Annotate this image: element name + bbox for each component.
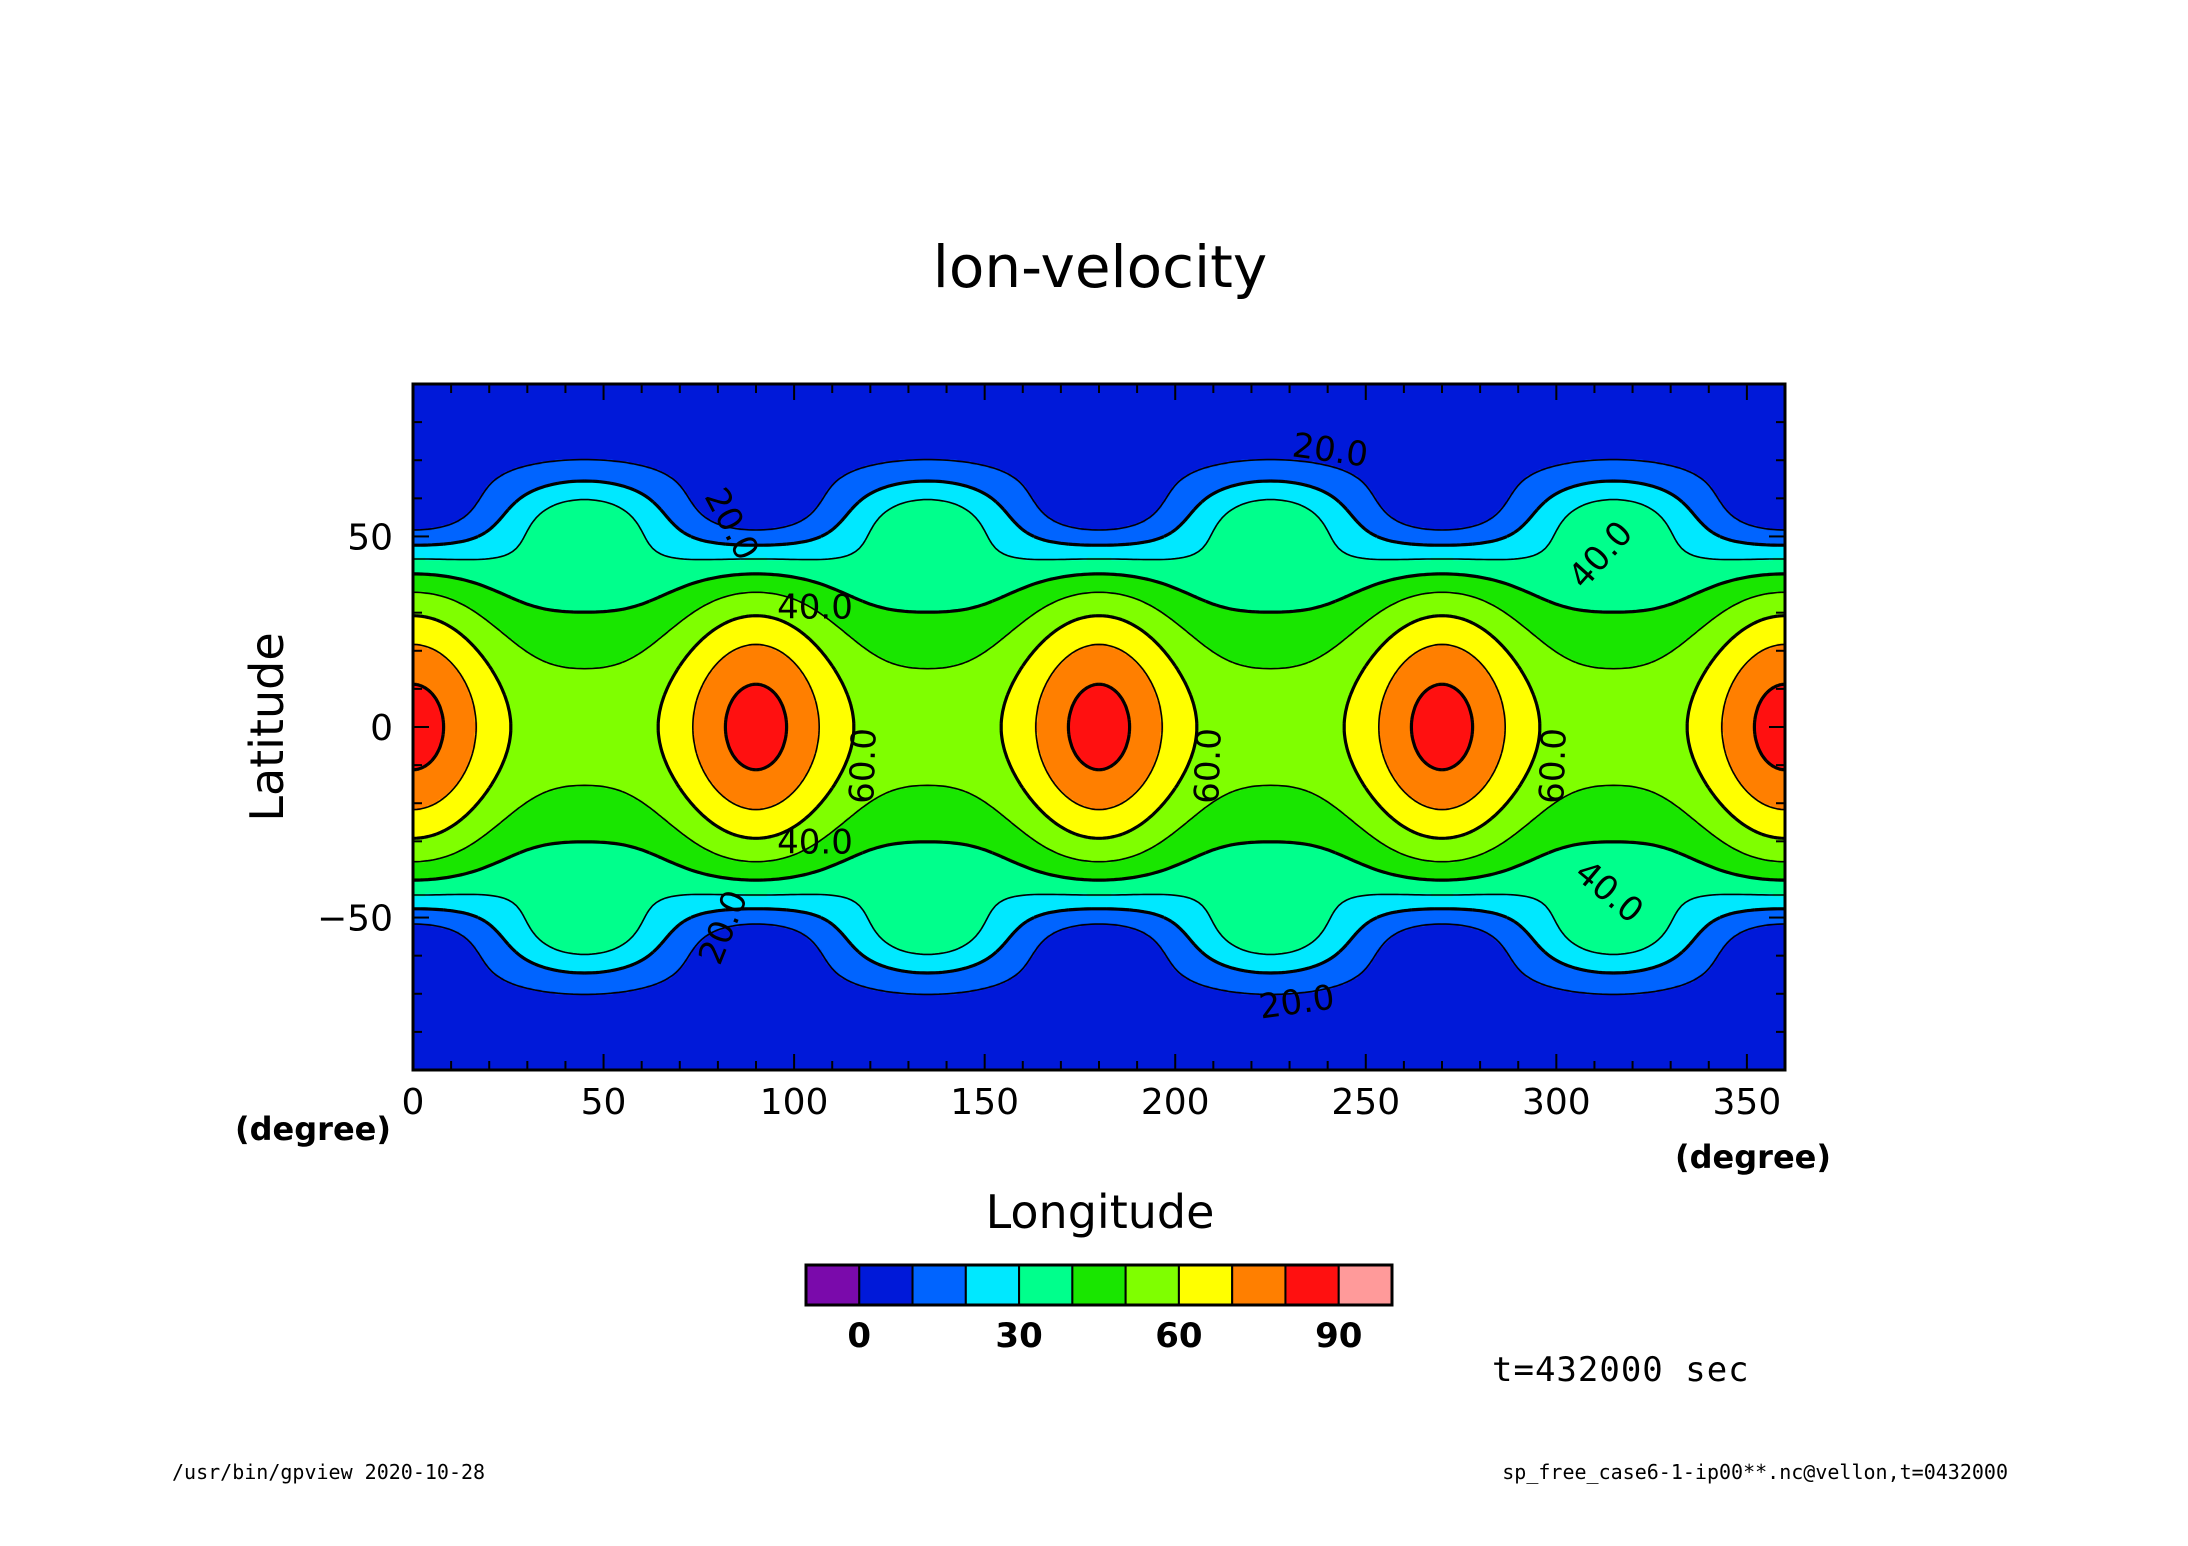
x-tick-label: 0 bbox=[402, 1082, 425, 1123]
contour-label: 60.0 bbox=[842, 727, 885, 804]
y-axis: −50 0 50 bbox=[317, 383, 1785, 1071]
contour-line bbox=[413, 614, 1785, 840]
x-tick-label: 350 bbox=[1713, 1082, 1782, 1123]
colorbar-swatch bbox=[858, 1264, 914, 1306]
colorbar-swatch bbox=[1337, 1264, 1394, 1306]
colorbar-frame bbox=[804, 1263, 1394, 1307]
contour-line bbox=[413, 643, 1785, 811]
y-tick-label: 50 bbox=[347, 517, 393, 558]
x-tick-label: 300 bbox=[1522, 1082, 1591, 1123]
contour-label: 40.0 bbox=[777, 823, 853, 863]
x-tick-label: 50 bbox=[581, 1082, 627, 1123]
x-axis: 0 50 100 150 200 250 300 350 bbox=[402, 384, 1786, 1123]
x-tick-label: 150 bbox=[950, 1082, 1019, 1123]
y-tick-label: −50 bbox=[317, 899, 393, 940]
y-tick-label: 0 bbox=[370, 708, 393, 749]
colorbar-tick-label: 30 bbox=[995, 1316, 1042, 1356]
contour-lines bbox=[413, 458, 1785, 996]
contour-line bbox=[413, 682, 1785, 772]
colorbar-swatch bbox=[1177, 1264, 1234, 1306]
x-tick-label: 250 bbox=[1331, 1082, 1400, 1123]
x-tick-label: 200 bbox=[1141, 1082, 1210, 1123]
footer-left: /usr/bin/gpview 2020-10-28 bbox=[172, 1460, 486, 1484]
time-annotation: t=432000 sec bbox=[1492, 1350, 1750, 1390]
colorbar-swatch bbox=[1124, 1264, 1180, 1306]
colorbar: 0 30 60 90 bbox=[804, 1263, 1394, 1356]
velocity-field bbox=[413, 384, 1785, 1070]
colorbar-swatch bbox=[1284, 1264, 1340, 1306]
colorbar-swatch bbox=[964, 1264, 1021, 1306]
contour-line bbox=[413, 498, 1785, 956]
chart-title: lon-velocity bbox=[933, 233, 1267, 301]
colorbar-swatch bbox=[1231, 1264, 1287, 1306]
colorbar-swatch bbox=[911, 1264, 967, 1306]
contour-label: 60.0 bbox=[1532, 727, 1575, 804]
y-axis-title: Latitude bbox=[240, 632, 294, 821]
colorbar-tick-label: 0 bbox=[847, 1316, 871, 1356]
colorbar-swatch bbox=[1018, 1264, 1074, 1306]
x-axis-unit: (degree) bbox=[1675, 1138, 1831, 1176]
contour-line bbox=[413, 479, 1785, 975]
x-tick-label: 100 bbox=[760, 1082, 829, 1123]
y-axis-unit: (degree) bbox=[235, 1110, 391, 1148]
footer-right: sp_free_case6-1-ip00**.nc@vellon,t=04320… bbox=[1502, 1460, 2008, 1484]
colorbar-swatch bbox=[805, 1264, 861, 1306]
colorbar-tick-label: 90 bbox=[1315, 1316, 1362, 1356]
colorbar-swatch bbox=[1071, 1264, 1127, 1306]
contour-label: 40.0 bbox=[777, 588, 853, 628]
colorbar-tick-label: 60 bbox=[1155, 1316, 1202, 1356]
contour-line bbox=[413, 591, 1785, 863]
contour-label: 60.0 bbox=[1187, 727, 1230, 804]
x-axis-title: Longitude bbox=[986, 1185, 1215, 1239]
contour-line bbox=[413, 458, 1785, 996]
